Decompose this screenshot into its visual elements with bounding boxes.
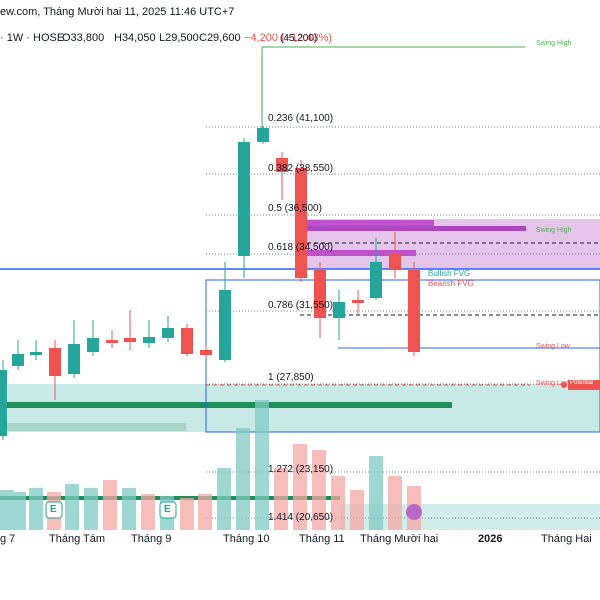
support-band-2 [0,423,186,431]
ohlc-low: L29,500 [159,32,199,44]
chart-header: ew.com, Tháng Mười hai 11, 2025 11:46 UT… [0,0,600,44]
fib-label-top: (45,200) [280,33,318,44]
ohlc-high: H34,050 [114,32,156,44]
ohlc-open: O33,800 [62,32,105,44]
earnings-label-1: E [50,504,57,515]
earnings-label-2: E [164,504,171,515]
timestamp-line: ew.com, Tháng Mười hai 11, 2025 11:46 UT… [0,6,235,18]
fib-label-0786: 0.786 (31,550) [268,300,334,311]
time-label-3: Tháng 10 [223,533,270,545]
potential-label: Potential [570,380,594,386]
price-chart[interactable]: (45,200) 0.236 (41,100) 0.382 (38,550) 0… [0,24,600,530]
earnings-badge-2[interactable] [159,501,177,519]
earnings-badge-1[interactable] [45,501,63,519]
time-label-4: Tháng 11 [299,533,345,545]
time-axis[interactable]: g 7 Tháng Tám Tháng 9 Tháng 10 Tháng 11 … [0,530,600,550]
dividend-lightning-icon[interactable] [406,504,422,520]
fib-label-1: 1 (27,850) [268,372,314,383]
fib-label-05: 0.5 (36,500) [268,203,322,214]
ohlc-close: C29,600 [199,32,241,44]
time-label-1: Tháng Tám [49,533,106,545]
symbol-line[interactable]: · 1W · HOSE [0,32,65,44]
fvg-band-3 [300,250,416,256]
fib-label-1414: 1.414 (20,650) [268,512,334,523]
potential-dot-icon [561,382,567,388]
lower-zone [340,504,600,530]
fib-label-0618: 0.618 (34,500) [268,242,334,253]
fvg-band-2 [300,226,526,231]
potential-badge[interactable] [568,380,600,390]
candles[interactable] [0,126,420,440]
fib-label-0236: 0.236 (41,100) [268,113,334,124]
volume-bars [0,400,421,530]
swing-high-label-top: Swing High [536,40,572,47]
time-label-6: 2026 [478,533,503,545]
swing-low-label-bottom: Swing Low [536,380,570,387]
fib-label-0382: 0.382 (38,550) [268,163,334,174]
time-label-0: g 7 [0,533,16,545]
fvg-band-1 [300,220,434,226]
chart-canvas[interactable] [0,24,600,530]
swing-low-label-mid: Swing Low [536,343,570,350]
time-label-7: Tháng Hai [541,533,592,545]
bullish-fvg-label: Bullish FVG [428,269,471,278]
support-band [0,402,452,408]
bearish-fvg-label: Bearish FVG [428,279,474,288]
time-label-5: Tháng Mười hai [360,533,439,545]
swing-high-label-mid: Swing High [536,227,572,234]
time-label-2: Tháng 9 [131,533,172,545]
ohlc-change: −4,200 (−12.43%) [244,32,333,44]
fib-label-1272: 1.272 (23,150) [268,464,334,475]
blank-footer [0,550,600,600]
